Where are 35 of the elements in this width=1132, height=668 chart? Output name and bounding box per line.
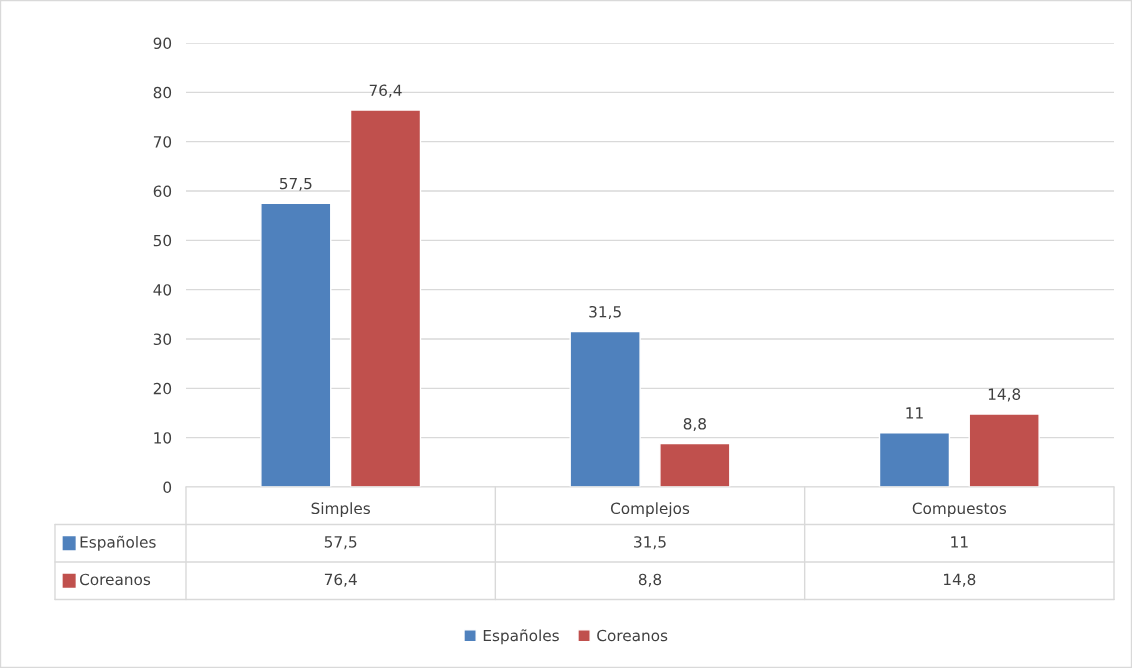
y-tick-label: 60	[153, 185, 172, 198]
data-label: 76,4	[324, 573, 357, 587]
legend-label: Españoles	[80, 535, 156, 551]
text: 11	[906, 407, 923, 419]
bar	[659, 442, 731, 487]
y-tick-label: 80	[153, 86, 172, 99]
bar	[260, 202, 332, 487]
text: 8,8	[683, 417, 706, 432]
bar	[968, 413, 1040, 487]
y-tick-label: 40	[153, 284, 172, 296]
text: 31,5	[589, 305, 621, 320]
text: 14,8	[988, 388, 1021, 402]
data-label: 31,5	[634, 536, 666, 550]
text: 76,4	[369, 84, 402, 98]
data-label: 11	[951, 536, 968, 548]
x-tick-label: Simples	[311, 502, 370, 518]
data-label: 8,8	[638, 573, 662, 587]
bar	[569, 330, 641, 487]
text: 57,5	[279, 177, 312, 191]
legend-label: Coreanos	[597, 629, 668, 642]
y-tick-label: 0	[163, 481, 172, 494]
text: Coreanos	[79, 573, 151, 586]
y-tick-label: 20	[153, 382, 172, 395]
y-tick-label: 10	[154, 432, 172, 444]
x-tick-label: Compuestos	[912, 502, 1007, 518]
bar	[878, 432, 951, 487]
y-tick-label: 30	[153, 333, 172, 346]
y-tick-label: 50	[153, 234, 172, 247]
data-label: 57,5	[324, 536, 357, 550]
y-tick-label: 70	[153, 136, 172, 148]
data-label: 14,8	[944, 573, 976, 587]
bar	[349, 109, 422, 487]
text: Españoles	[483, 629, 559, 645]
y-tick-label: 90	[153, 37, 172, 50]
x-tick-label: Complejos	[610, 502, 690, 518]
